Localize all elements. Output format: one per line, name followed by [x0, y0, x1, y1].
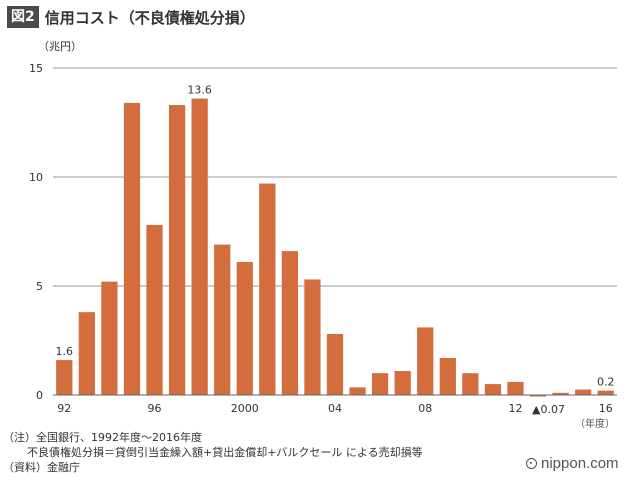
- bar: [146, 224, 163, 395]
- data-label: 13.6: [187, 84, 212, 97]
- x-tick-label: 92: [57, 402, 71, 415]
- bar: [597, 390, 614, 395]
- bar: [214, 244, 231, 395]
- y-tick-label: 5: [36, 280, 43, 293]
- x-unit-label: （年度）: [575, 417, 615, 430]
- brand-name: nippon.com: [541, 455, 619, 472]
- bar: [417, 327, 434, 395]
- figure-badge: 図2: [7, 6, 39, 28]
- y-unit-label: （兆円）: [38, 40, 82, 53]
- x-tick-label: 12: [508, 402, 522, 415]
- bar: [575, 389, 592, 395]
- bar: [326, 333, 344, 395]
- chart-notes: （注）全国銀行、1992年度〜2016年度 不良債権処分損＝貸倒引当金繰入額+貸…: [3, 430, 423, 475]
- y-tick-label: 15: [29, 62, 43, 75]
- data-label: ▲0.07: [532, 403, 565, 416]
- brand-logo: nippon.com: [526, 455, 619, 472]
- figure-title-row: 図2 信用コスト（不良債権処分損）: [7, 6, 255, 28]
- y-tick-label: 0: [36, 389, 43, 402]
- data-label: 1.6: [56, 345, 74, 358]
- bar: [259, 183, 276, 395]
- bar: [371, 373, 389, 395]
- data-label: 0.2: [597, 376, 615, 389]
- bar: [552, 392, 569, 395]
- x-tick-label: 08: [418, 402, 432, 415]
- bar: [462, 373, 479, 395]
- x-tick-label: 16: [599, 402, 613, 415]
- bar: [78, 312, 95, 395]
- note-source: （資料）金融庁: [3, 461, 80, 474]
- bar: [507, 381, 524, 395]
- note-line-2: 不良債権処分損＝貸倒引当金繰入額+貸出金償却+バルクセール による売却損等: [27, 446, 423, 459]
- bar: [281, 251, 299, 395]
- bar: [56, 360, 73, 395]
- bar: [101, 281, 118, 395]
- x-tick-label: 04: [328, 402, 342, 415]
- figure-title: 信用コスト（不良債権処分損）: [44, 8, 255, 27]
- nippon-logo-icon: [526, 458, 537, 469]
- bar: [439, 357, 456, 395]
- bar: [529, 395, 547, 397]
- bar: [304, 279, 321, 395]
- y-tick-label: 10: [29, 171, 43, 184]
- x-tick-label: 2000: [231, 402, 259, 415]
- note-line-1: （注）全国銀行、1992年度〜2016年度: [3, 431, 202, 444]
- bar: [168, 105, 186, 395]
- bar: [394, 371, 411, 395]
- bar: [191, 98, 208, 396]
- x-tick-label: 96: [148, 402, 162, 415]
- bar: [349, 387, 366, 395]
- bar: [484, 384, 502, 395]
- bar: [123, 102, 141, 395]
- bar: [236, 262, 253, 395]
